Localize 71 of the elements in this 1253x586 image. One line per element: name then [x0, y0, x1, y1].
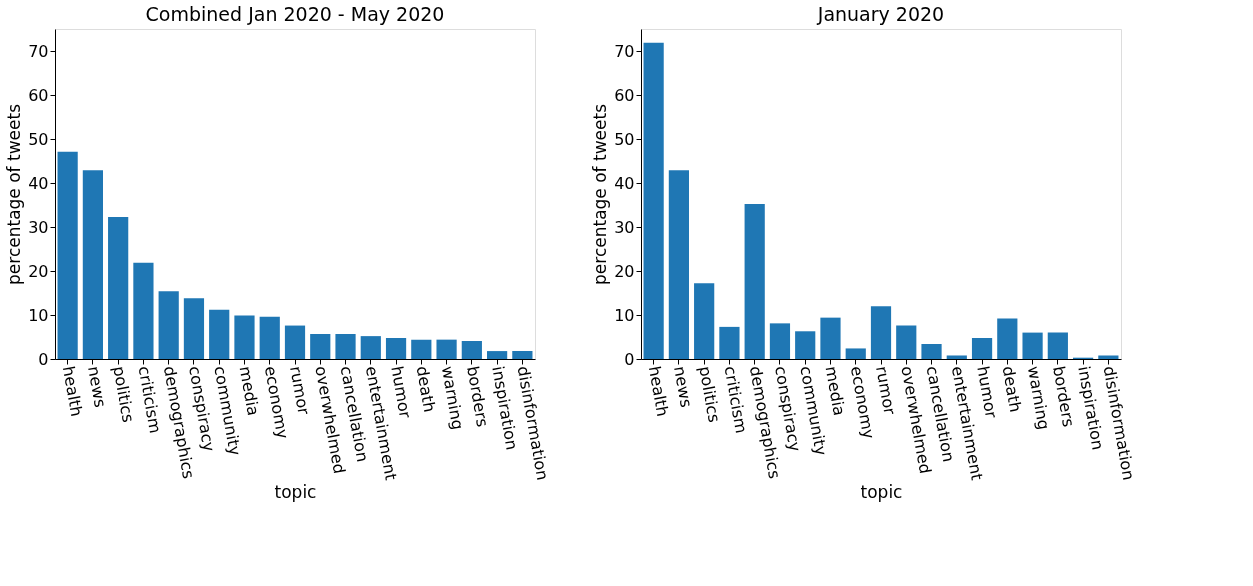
- x-tick-label: death: [412, 364, 440, 414]
- bar: [1022, 332, 1043, 359]
- bar: [769, 323, 791, 359]
- y-tick-label: 10: [614, 305, 635, 325]
- y-tick-label: 50: [614, 129, 635, 149]
- x-tick-label: politics: [695, 364, 724, 424]
- x-tick-label: media: [821, 364, 849, 418]
- bar: [694, 283, 715, 359]
- bar: [411, 339, 432, 359]
- bar: [512, 351, 533, 359]
- bar: [1098, 355, 1119, 359]
- y-tick-label: 30: [28, 217, 49, 237]
- y-tick-label: 50: [28, 129, 49, 149]
- bar: [487, 351, 508, 359]
- bar: [946, 355, 967, 359]
- bar: [209, 309, 230, 359]
- y-axis-title: percentage of tweets: [590, 103, 611, 285]
- y-axis-title: percentage of tweets: [4, 103, 25, 285]
- bar: [744, 204, 765, 359]
- bar: [335, 333, 356, 359]
- x-axis-title: topic: [860, 482, 903, 503]
- chart-title: Combined Jan 2020 - May 2020: [145, 3, 445, 25]
- y-tick-label: 40: [614, 173, 635, 193]
- x-tick-label: politics: [109, 364, 138, 424]
- bar: [461, 340, 482, 359]
- bar: [259, 316, 280, 359]
- x-tick-label: media: [235, 364, 263, 418]
- y-tick-label: 60: [28, 85, 49, 105]
- y-tick-label: 60: [614, 85, 635, 105]
- x-tick-label: health: [644, 364, 673, 418]
- bar: [997, 318, 1018, 359]
- bar: [668, 170, 689, 359]
- bar: [82, 170, 103, 359]
- chart-title: January 2020: [816, 3, 945, 25]
- bar: [133, 262, 154, 359]
- bar: [921, 344, 942, 359]
- y-tick-label: 70: [614, 41, 635, 61]
- bar: [57, 151, 78, 359]
- y-tick-label: 70: [28, 41, 49, 61]
- bar: [896, 325, 917, 359]
- bar: [385, 337, 407, 359]
- x-tick-label: rumor: [286, 364, 314, 417]
- y-tick-label: 0: [624, 349, 635, 369]
- bar: [643, 42, 664, 359]
- bar: [436, 339, 457, 359]
- bar: [108, 216, 129, 359]
- bar: [971, 337, 993, 359]
- bar: [360, 336, 381, 359]
- x-axis-title: topic: [274, 482, 317, 503]
- y-tick-label: 20: [28, 261, 49, 281]
- bar: [820, 317, 841, 359]
- bar: [310, 333, 331, 359]
- x-tick-label: health: [58, 364, 87, 418]
- bar: [284, 325, 306, 359]
- bar: [158, 291, 179, 359]
- bar: [795, 331, 816, 359]
- x-tick-label: news: [670, 364, 696, 409]
- x-tick-label: rumor: [872, 364, 900, 417]
- bar: [1047, 332, 1068, 359]
- bar: [234, 315, 255, 359]
- x-tick-label: death: [998, 364, 1026, 414]
- x-tick-label: news: [84, 364, 110, 409]
- bar: [183, 298, 205, 359]
- y-tick-label: 40: [28, 173, 49, 193]
- y-tick-label: 30: [614, 217, 635, 237]
- bar: [845, 348, 866, 359]
- bar: [719, 326, 740, 359]
- y-tick-label: 0: [38, 349, 49, 369]
- bar: [870, 306, 892, 359]
- y-tick-label: 20: [614, 261, 635, 281]
- y-tick-label: 10: [28, 305, 49, 325]
